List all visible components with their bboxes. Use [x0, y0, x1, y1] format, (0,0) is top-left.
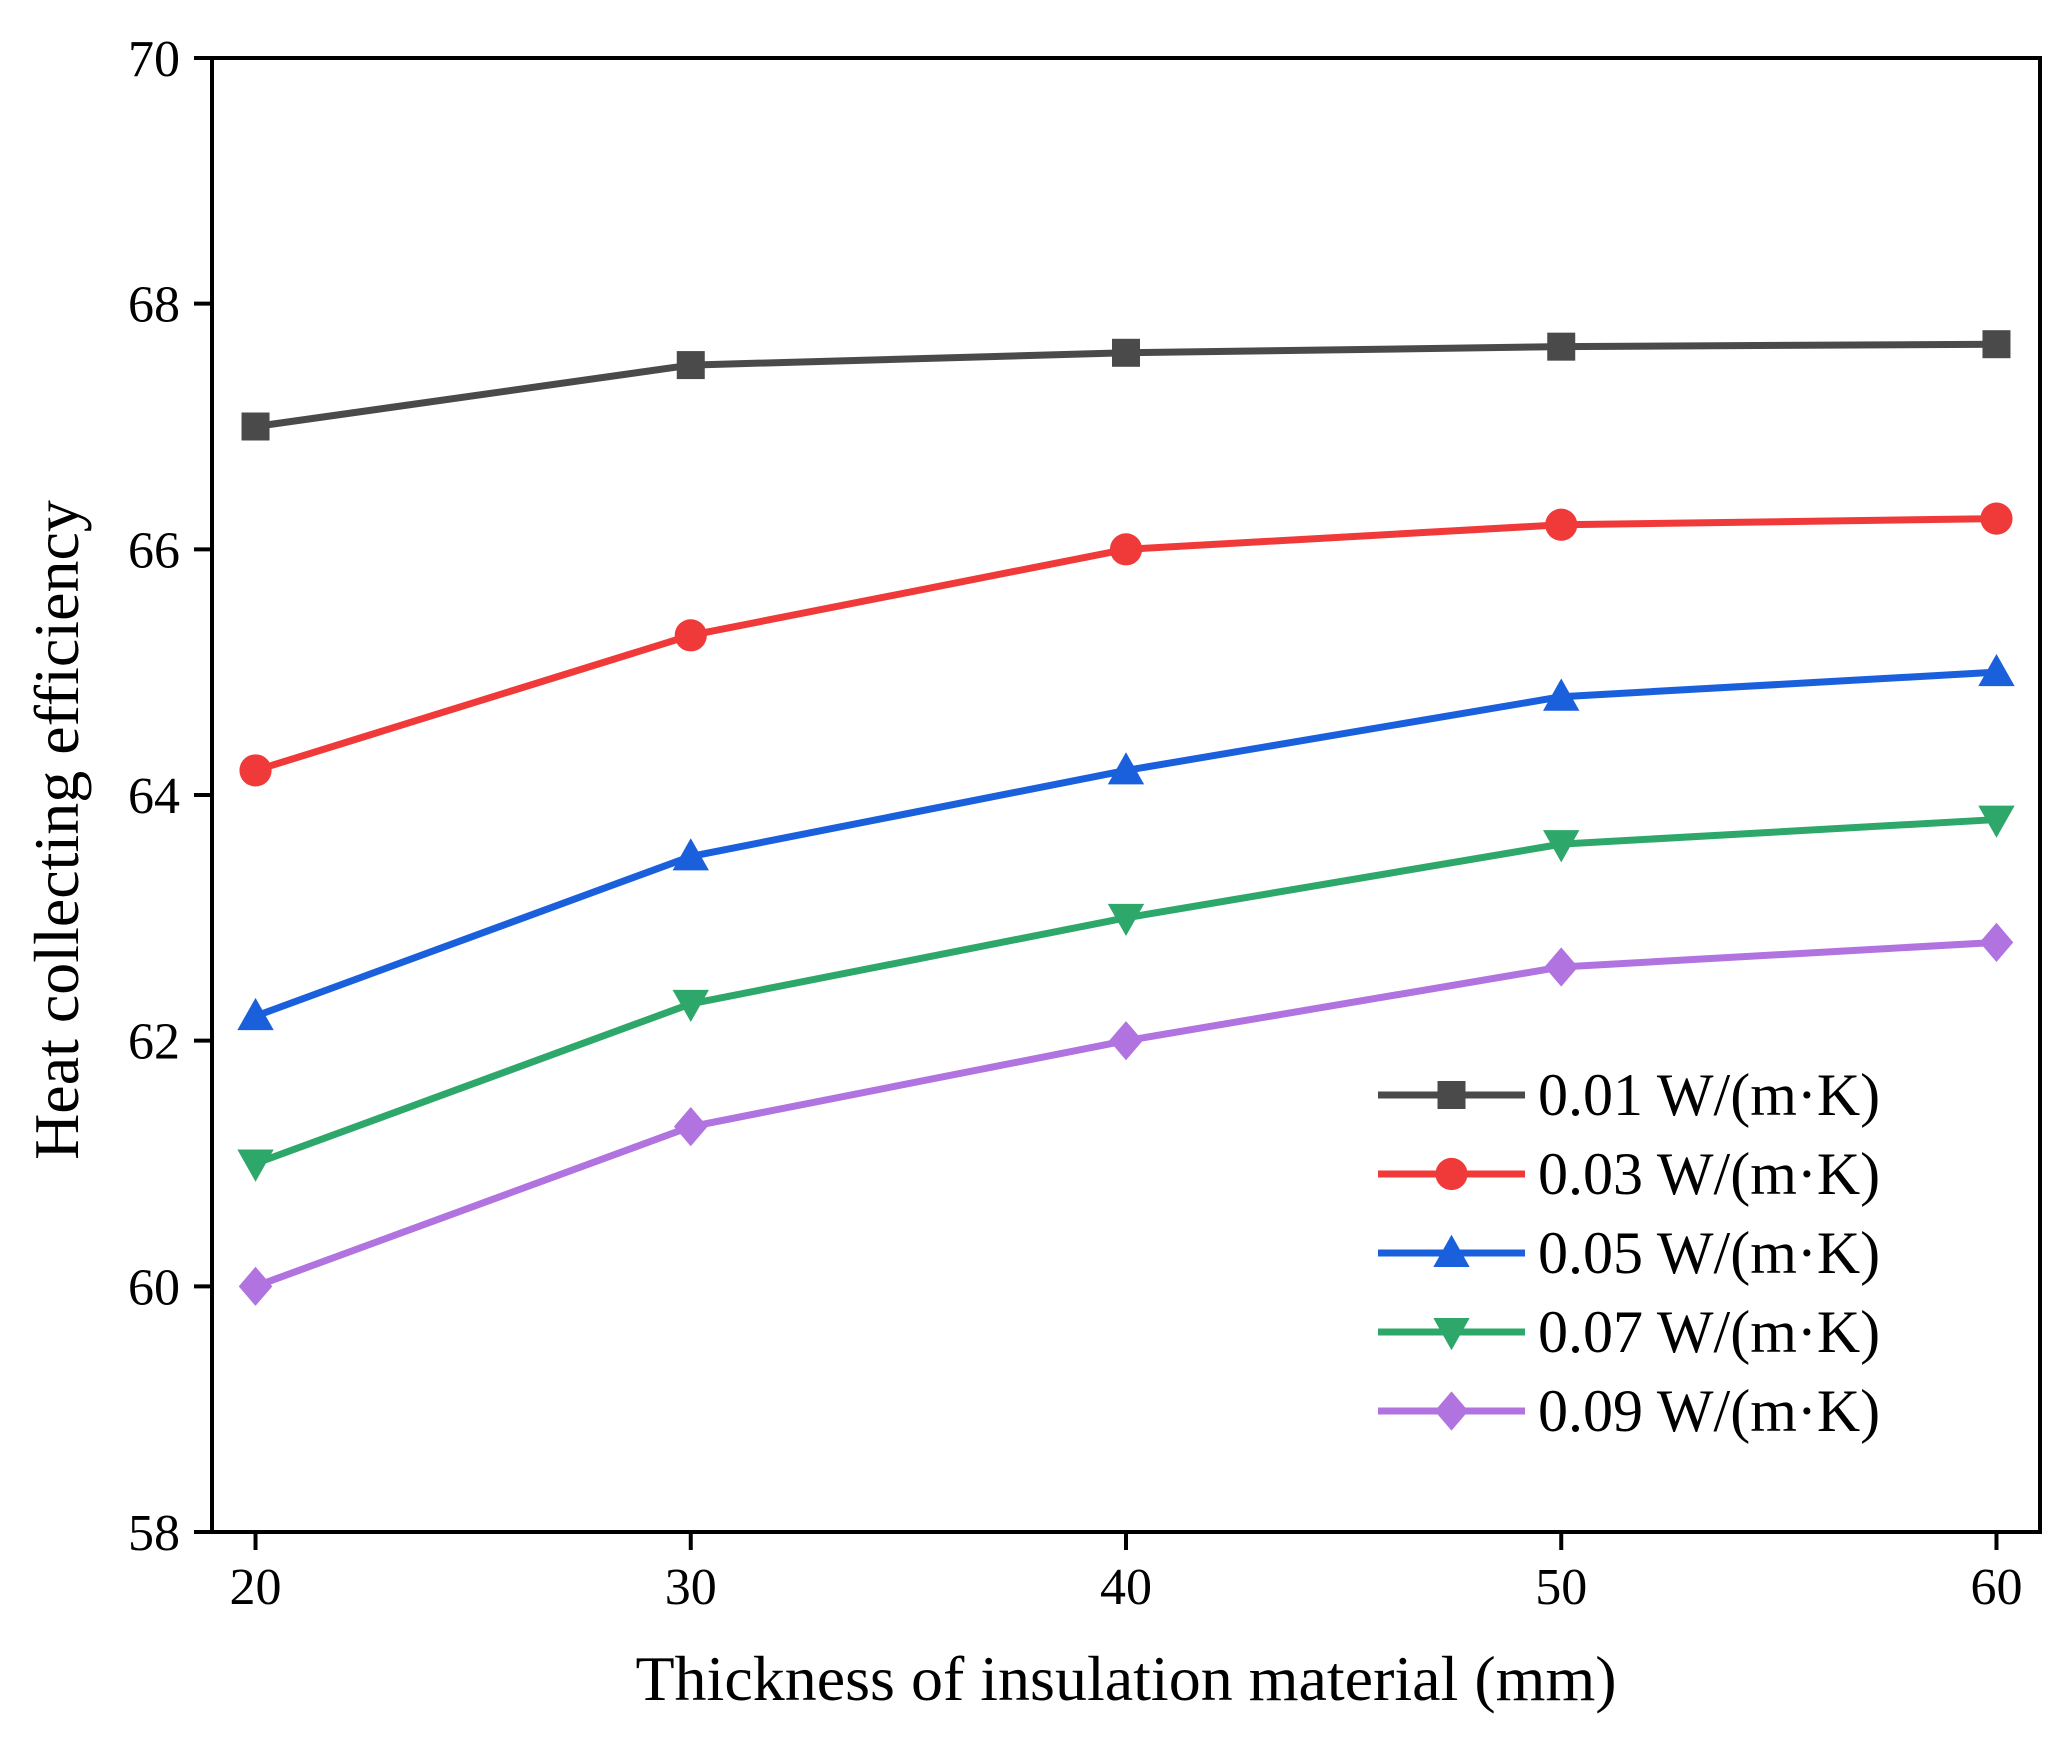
data-point [1547, 332, 1576, 361]
y-tick-label: 60 [128, 1259, 180, 1316]
data-point [1109, 1021, 1143, 1061]
x-tick-label: 20 [230, 1559, 282, 1616]
data-point [1979, 922, 2014, 962]
data-point [674, 619, 707, 652]
y-tick-label: 68 [128, 277, 180, 334]
x-tick-label: 40 [1100, 1559, 1152, 1616]
data-point [1982, 330, 2011, 359]
y-tick-label: 64 [128, 768, 180, 825]
data-point [676, 351, 705, 380]
y-tick-label: 70 [128, 31, 180, 88]
plot-frame [210, 56, 2042, 1534]
x-tick-label: 60 [1970, 1559, 2022, 1616]
data-point [1543, 830, 1580, 863]
y-tick-label: 62 [128, 1014, 180, 1071]
legend-label: 0.05 W/(m·K) [1538, 1220, 1880, 1286]
series-1 [241, 330, 2011, 441]
data-point [237, 1149, 274, 1182]
y-axis-ticks: 58 60 62 64 66 68 70 [128, 31, 212, 1562]
legend-item: 0.07 W/(m·K) [1378, 1299, 1880, 1365]
data-point [1980, 502, 2013, 535]
data-point [1107, 903, 1145, 937]
x-tick-label: 30 [665, 1559, 717, 1616]
legend-label: 0.03 W/(m·K) [1538, 1141, 1880, 1207]
data-point [1544, 947, 1579, 987]
legend-marker [1435, 1157, 1468, 1191]
data-point [672, 989, 709, 1023]
series-2 [239, 502, 2013, 787]
data-point [1978, 653, 2015, 687]
y-tick-label: 58 [128, 1505, 180, 1562]
data-point [1109, 533, 1143, 566]
data-point [673, 1107, 708, 1147]
series-line [254, 668, 1997, 1020]
x-axis-title: Thickness of insulation material (mm) [635, 1643, 1616, 1714]
legend-item: 0.03 W/(m·K) [1378, 1141, 1880, 1207]
legend-marker [1433, 1234, 1470, 1267]
data-point [1978, 805, 2015, 838]
x-tick-label: 50 [1535, 1559, 1587, 1616]
legend-marker [1437, 1081, 1466, 1109]
data-point [239, 754, 272, 787]
series-5 [238, 922, 2014, 1306]
data-point [237, 997, 274, 1031]
data-point [238, 1266, 273, 1306]
legend-label: 0.07 W/(m·K) [1538, 1299, 1880, 1365]
data-point [1107, 752, 1145, 785]
data-point [1545, 508, 1578, 541]
legend-marker [1433, 1318, 1470, 1351]
legend-marker [1434, 1391, 1469, 1431]
data-point [1543, 678, 1580, 711]
data-point [1112, 338, 1140, 367]
legend-item: 0.01 W/(m·K) [1378, 1062, 1880, 1128]
y-axis-title: Heat collecting efficiency [21, 500, 92, 1160]
legend-label: 0.09 W/(m·K) [1538, 1378, 1880, 1444]
series-layer [237, 330, 2015, 1306]
data-point [672, 838, 709, 871]
legend-label: 0.01 W/(m·K) [1538, 1062, 1880, 1128]
legend-item: 0.09 W/(m·K) [1378, 1378, 1880, 1444]
x-axis-ticks: 20 30 40 50 60 [230, 1532, 2022, 1616]
series-4 [237, 805, 2015, 1182]
legend: 0.01 W/(m·K) 0.03 W/(m·K) 0.05 W/(m·K) 0.07… [1378, 1062, 1880, 1444]
data-point [241, 412, 270, 441]
y-tick-label: 66 [128, 522, 180, 579]
series-3 [237, 653, 2015, 1031]
legend-item: 0.05 W/(m·K) [1378, 1220, 1880, 1286]
